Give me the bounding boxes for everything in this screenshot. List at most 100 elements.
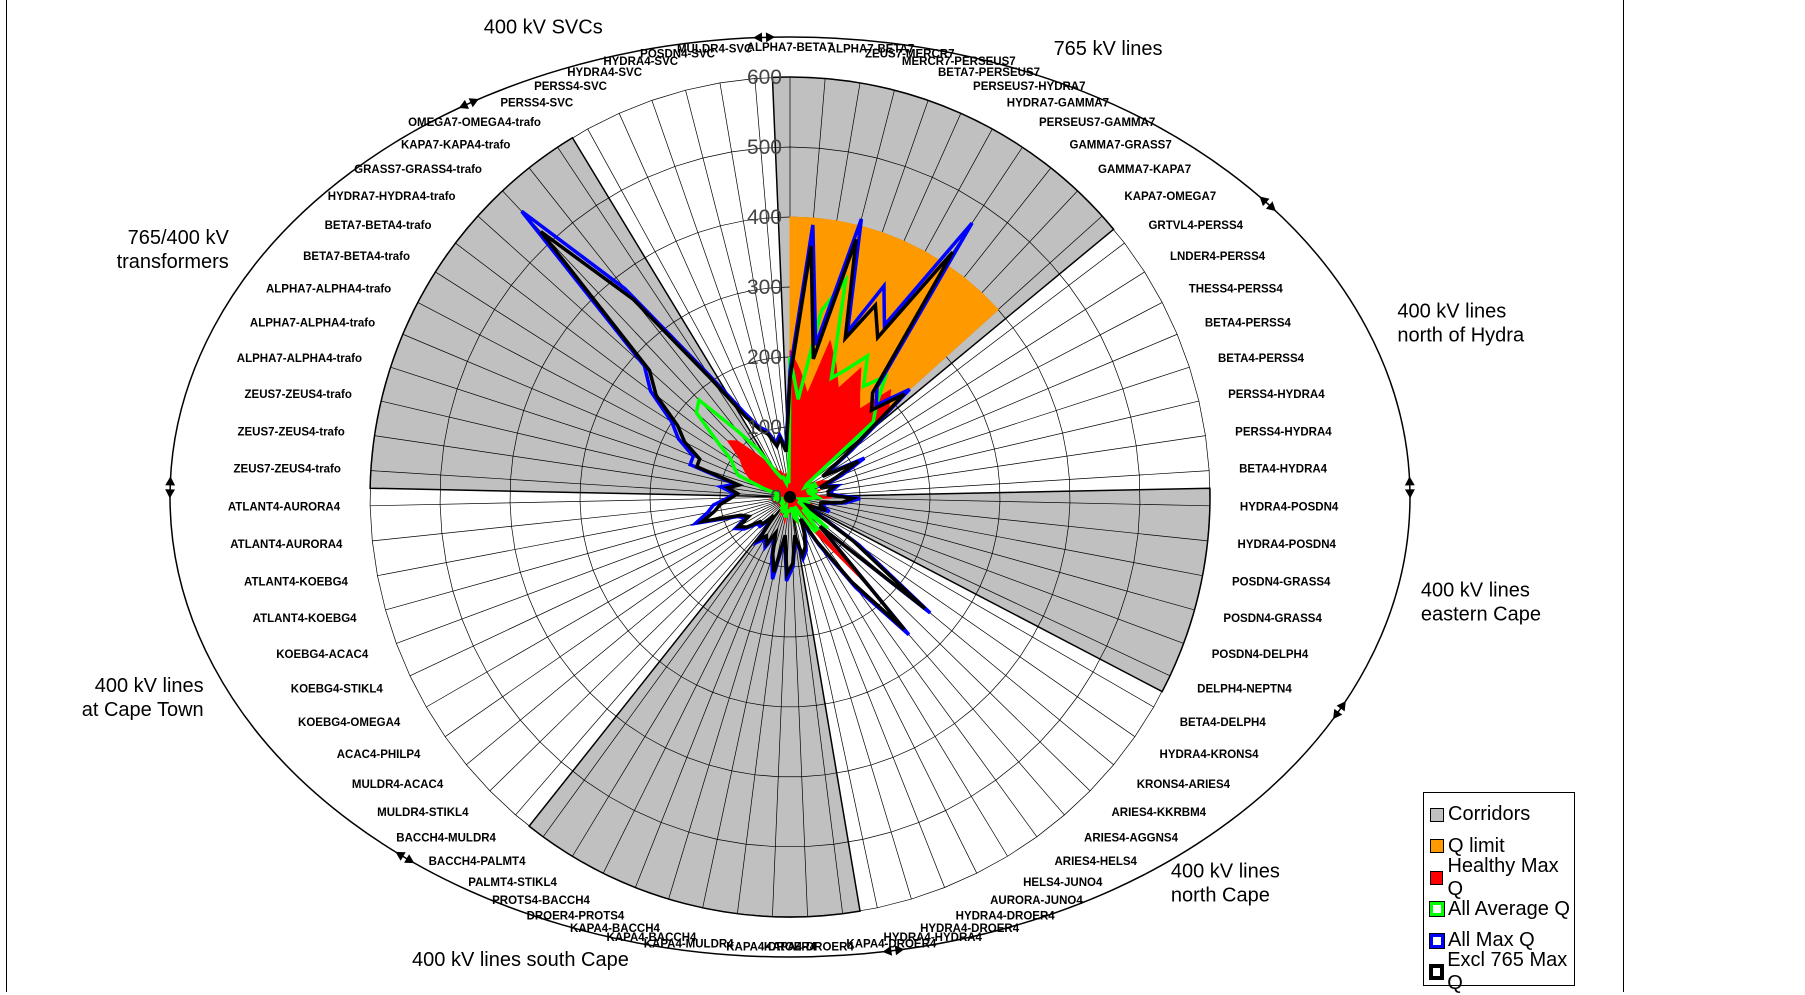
spoke-line-14 — [789, 333, 1178, 498]
spoke-line-52 — [396, 496, 791, 644]
spoke-line-47 — [489, 496, 791, 792]
tick-label-100: 100 — [747, 416, 782, 439]
spoke-label-26: HYDRA4-KRONS4 — [1160, 749, 1260, 761]
group-label-line: at Cape Town — [82, 699, 204, 721]
spoke-labels: ALPHA7-BETA7ALPHA7-BETA7ZEUS7-MERCR7MERC… — [228, 42, 1339, 954]
group-label-line: north Cape — [1171, 885, 1270, 907]
spoke-label-62: ALPHA7-ALPHA4-trafo — [266, 284, 391, 296]
group-label-1: 400 kV lines north of Hydra — [1397, 300, 1525, 346]
spoke-label-37: KAPA4-DROER4 — [764, 942, 854, 954]
spoke-label-49: ACAC4-PHILP4 — [337, 749, 421, 761]
spoke-label-22: POSDN4-GRASS4 — [1223, 613, 1322, 625]
spoke-line-15 — [789, 366, 1190, 498]
spoke-label-7: PERSEUS7-GAMMA7 — [1039, 117, 1155, 129]
spoke-line-44 — [572, 496, 791, 857]
legend-item: Q limit — [1430, 831, 1574, 863]
spoke-label-20: HYDRA4-POSDN4 — [1238, 539, 1337, 551]
spoke-label-56: ATLANT4-AURORA4 — [228, 501, 341, 513]
group-label-line: 765/400 kV — [128, 227, 230, 249]
group-arrow-4-0 — [882, 945, 893, 956]
spoke-line-49 — [444, 496, 791, 737]
tick-label-400: 400 — [747, 206, 782, 229]
spoke-label-42: DROER4-PROTS4 — [527, 910, 625, 922]
group-label-3: 400 kV lines north Cape — [1171, 861, 1280, 907]
spoke-line-30 — [789, 496, 1038, 837]
group-label-line: 400 kV lines — [95, 675, 204, 697]
spoke-label-2: ZEUS7-MERCR7 — [865, 48, 954, 60]
legend-label: All Average Q — [1448, 897, 1570, 920]
spoke-line-22 — [789, 496, 1195, 611]
spoke-line-16 — [789, 400, 1199, 498]
spoke-line-42 — [635, 496, 791, 888]
radial-tick-labels: 0 100 200 300 400 500 600 — [747, 66, 782, 509]
spoke-label-9: GAMMA7-KAPA7 — [1098, 164, 1191, 176]
spoke-label-48: MULDR4-ACAC4 — [352, 779, 444, 791]
legend-swatch — [1429, 932, 1445, 949]
spoke-line-74 — [754, 78, 791, 498]
grid-ring-200 — [649, 356, 931, 638]
spoke-label-60: ALPHA7-ALPHA4-trafo — [237, 353, 362, 365]
legend-label: Corridors — [1448, 803, 1531, 826]
spoke-label-27: KRONS4-ARIES4 — [1137, 779, 1231, 791]
spoke-label-73: POSDN4-SVC — [640, 48, 715, 60]
group-arrow-5-0 — [395, 851, 406, 861]
spoke-line-48 — [466, 496, 791, 765]
spoke-label-54: ATLANT4-KOEBG4 — [244, 576, 349, 588]
spoke-line-32 — [789, 496, 978, 874]
group-arrow-2-1 — [1404, 476, 1415, 486]
spoke-label-30: ARIES4-HELS4 — [1055, 856, 1138, 868]
spoke-label-11: GRTVL4-PERSS4 — [1148, 220, 1243, 232]
spoke-line-67 — [528, 167, 791, 498]
spoke-label-61: ALPHA7-ALPHA4-trafo — [250, 318, 375, 330]
spoke-label-44: PALMT4-STIKL4 — [468, 877, 557, 889]
group-label-4: 400 kV lines south Cape — [412, 949, 629, 971]
spoke-line-17 — [789, 435, 1206, 498]
corridor-sector-4 — [528, 495, 861, 918]
spoke-line-21 — [789, 496, 1203, 577]
series-all-average-q-line — [694, 273, 889, 534]
group-arrow-6-1 — [165, 489, 176, 499]
spoke-line-59 — [381, 400, 791, 498]
chart-legend: Corridors Q limit Healthy Max Q All Average… — [1423, 792, 1575, 994]
spoke-label-16: PERSS4-HYDRA4 — [1228, 389, 1325, 401]
legend-swatch — [1430, 839, 1444, 854]
spoke-label-4: BETA7-PERSEUS7 — [938, 67, 1040, 79]
spoke-label-1: ALPHA7-BETA7 — [828, 44, 915, 56]
spoke-line-27 — [789, 496, 1114, 765]
spoke-line-41 — [668, 496, 791, 900]
spoke-line-12 — [789, 271, 1145, 498]
group-arrow-0-1 — [753, 32, 763, 43]
grid-ring-500 — [439, 146, 1141, 848]
spoke-label-33: HYDRA4-DROER4 — [956, 910, 1056, 922]
group-label-line: 400 kV lines south Cape — [412, 949, 629, 971]
group-arrow-7-1 — [458, 99, 470, 109]
series-excl-765-max-q-line — [539, 230, 955, 631]
group-label-line: 400 kV SVCs — [484, 17, 603, 39]
spoke-label-63: BETA7-BETA4-trafo — [303, 251, 410, 263]
spoke-line-64 — [455, 242, 791, 498]
spoke-label-47: MULDR4-STIKL4 — [377, 807, 469, 819]
tick-label-600: 600 — [747, 66, 782, 89]
spoke-label-67: KAPA7-KAPA4-trafo — [401, 139, 510, 151]
tick-label-200: 200 — [747, 346, 782, 369]
group-arrow-3-0 — [1333, 708, 1343, 720]
legend-item: All Average Q — [1429, 894, 1574, 926]
spoke-label-52: KOEBG4-ACAC4 — [276, 649, 369, 661]
legend-label: Excl 765 Max Q — [1447, 949, 1568, 995]
group-ellipse — [165, 32, 1415, 958]
spoke-line-51 — [409, 496, 791, 677]
spoke-label-14: BETA4-PERSS4 — [1205, 318, 1292, 330]
grid-ring-300 — [579, 286, 1001, 708]
legend-swatch — [1428, 964, 1445, 981]
legend-label: Healthy Max Q — [1447, 854, 1559, 900]
spoke-line-34 — [789, 496, 912, 900]
spoke-line-54 — [377, 496, 791, 577]
group-label-line: north of Hydra — [1397, 324, 1525, 346]
spoke-label-57: ZEUS7-ZEUS4-trafo — [234, 464, 341, 476]
spoke-line-72 — [685, 90, 791, 498]
tick-label-0: 0 — [770, 486, 782, 509]
group-label-line: 400 kV lines — [1171, 861, 1280, 883]
group-arrow-6-0 — [165, 476, 176, 486]
